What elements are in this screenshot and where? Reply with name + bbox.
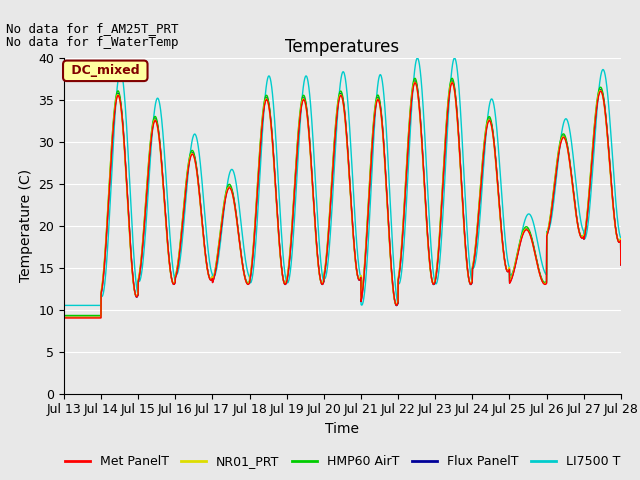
Flux PanelT [617,262,625,268]
Met PanelT [449,80,456,86]
NR01_PRT [479,160,486,166]
Met PanelT [617,262,625,268]
Met PanelT [448,80,456,86]
Text: DC_mixed: DC_mixed [67,64,144,77]
Flux PanelT [449,78,456,84]
NR01_PRT [60,314,68,320]
Line: Met PanelT: Met PanelT [64,83,621,318]
Met PanelT [413,84,420,90]
HMP60 AirT [411,75,419,81]
LI7500 T [237,217,244,223]
Met PanelT [237,248,244,253]
Met PanelT [479,165,486,171]
Met PanelT [449,80,456,86]
Flux PanelT [413,82,420,88]
Line: NR01_PRT: NR01_PRT [64,82,621,317]
Flux PanelT [60,314,68,320]
NR01_PRT [520,229,527,235]
NR01_PRT [411,79,419,85]
HMP60 AirT [449,76,456,82]
LI7500 T [413,56,420,61]
Line: Flux PanelT: Flux PanelT [64,81,621,317]
LI7500 T [60,302,68,308]
Flux PanelT [479,164,486,169]
Legend: Met PanelT, NR01_PRT, HMP60 AirT, Flux PanelT, LI7500 T: Met PanelT, NR01_PRT, HMP60 AirT, Flux P… [60,450,625,473]
Line: LI7500 T: LI7500 T [64,58,621,305]
LI7500 T [451,55,458,61]
HMP60 AirT [60,312,68,318]
LI7500 T [60,261,68,266]
Met PanelT [60,315,68,321]
Text: No data for f_AM25T_PRT: No data for f_AM25T_PRT [6,22,179,35]
Flux PanelT [520,229,527,235]
Text: No data for f_WaterTemp: No data for f_WaterTemp [6,36,179,49]
Flux PanelT [448,78,456,84]
Title: Temperatures: Temperatures [285,38,399,56]
Met PanelT [520,230,527,236]
HMP60 AirT [617,261,625,266]
HMP60 AirT [413,81,420,87]
LI7500 T [479,179,486,184]
LI7500 T [617,261,625,266]
HMP60 AirT [449,76,456,82]
LI7500 T [449,60,456,66]
NR01_PRT [449,80,456,85]
Line: HMP60 AirT: HMP60 AirT [64,78,621,315]
HMP60 AirT [479,160,486,166]
NR01_PRT [617,260,625,266]
LI7500 T [449,61,456,67]
X-axis label: Time: Time [325,422,360,436]
NR01_PRT [449,80,456,86]
NR01_PRT [413,86,420,92]
NR01_PRT [237,249,244,255]
Flux PanelT [237,247,244,253]
Y-axis label: Temperature (C): Temperature (C) [19,169,33,282]
HMP60 AirT [237,247,244,252]
Flux PanelT [449,78,456,84]
HMP60 AirT [520,227,527,233]
LI7500 T [520,222,527,228]
